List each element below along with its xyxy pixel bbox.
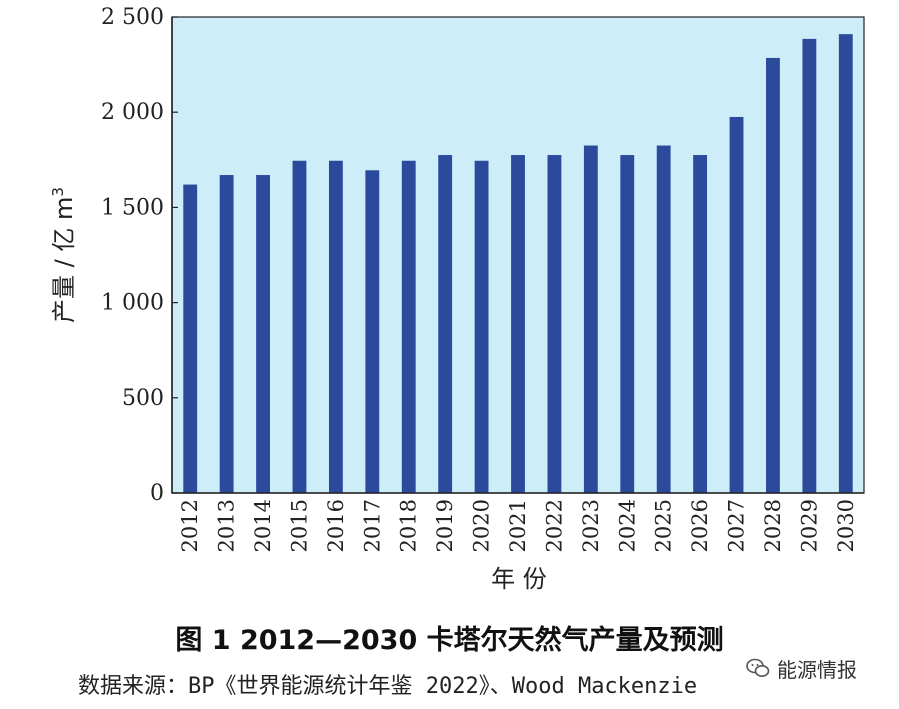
x-axis-ticks: 2012 2013 2014 2015 2016 2017 2018 2019 2020 2021… (178, 499, 858, 552)
y-axis-title: 产量 / 亿 m3 (49, 187, 78, 323)
x-tick-label: 2013 (215, 499, 239, 552)
x-tick-label: 2023 (579, 499, 603, 552)
x-tick-label: 2026 (688, 499, 712, 552)
bar-2018 (401, 160, 416, 493)
y-axis-title-text: 产量 / 亿 m (50, 197, 78, 323)
y-axis-title-superscript: 3 (49, 187, 67, 197)
x-tick-label: 2015 (287, 499, 311, 552)
figure-caption: 图 1 2012—2030 卡塔尔天然气产量及预测 (175, 625, 724, 656)
watermark: 能源情报 (745, 654, 857, 682)
bar-2023 (583, 145, 598, 493)
x-tick-label: 2014 (251, 499, 275, 552)
bar-2013 (219, 175, 234, 494)
data-source-note: 数据来源：BP《世界能源统计年鉴 2022》、Wood Mackenzie (78, 674, 698, 699)
y-tick-label: 2 000 (101, 100, 164, 125)
watermark-text: 能源情报 (777, 657, 857, 682)
x-tick-label: 2016 (324, 499, 348, 552)
wechat-icon (746, 658, 770, 677)
bar-2016 (328, 160, 343, 493)
y-tick-label: 0 (150, 481, 164, 506)
x-tick-label: 2024 (615, 499, 639, 552)
y-tick-label: 500 (122, 386, 164, 411)
bar-2028 (766, 57, 780, 493)
bar-2024 (620, 155, 635, 494)
x-tick-label: 2017 (360, 499, 384, 552)
x-axis-title: 年 份 (491, 565, 547, 593)
x-tick-label: 2020 (470, 499, 494, 552)
x-tick-label: 2019 (433, 499, 457, 552)
bar-2015 (292, 160, 307, 493)
bar-2014 (256, 175, 270, 494)
bar-2019 (438, 155, 453, 494)
x-tick-label: 2018 (397, 499, 421, 552)
x-tick-label: 2025 (652, 499, 676, 552)
x-tick-label: 2027 (725, 499, 749, 552)
x-tick-label: 2021 (506, 499, 530, 552)
x-tick-label: 2030 (834, 499, 858, 552)
bar-2026 (693, 155, 708, 494)
bar-2030 (838, 34, 853, 494)
x-tick-label: 2029 (797, 499, 821, 552)
bar-2012 (183, 184, 198, 493)
y-axis-ticks: 0 500 1 000 1 500 2 000 2 500 (101, 5, 178, 506)
x-tick-label: 2012 (178, 499, 202, 552)
y-tick-label: 1 500 (101, 195, 164, 220)
bar-2025 (656, 145, 671, 493)
x-tick-label: 2028 (761, 499, 785, 552)
bar-2029 (802, 38, 817, 494)
bar-2021 (511, 155, 525, 494)
bars-group (183, 34, 853, 494)
bar-2027 (729, 116, 744, 494)
y-tick-label: 2 500 (101, 5, 164, 30)
y-tick-label: 1 000 (101, 291, 164, 316)
bar-2022 (547, 155, 562, 494)
bar-2020 (474, 160, 489, 493)
bar-2017 (365, 170, 380, 493)
x-tick-label: 2022 (542, 499, 566, 552)
